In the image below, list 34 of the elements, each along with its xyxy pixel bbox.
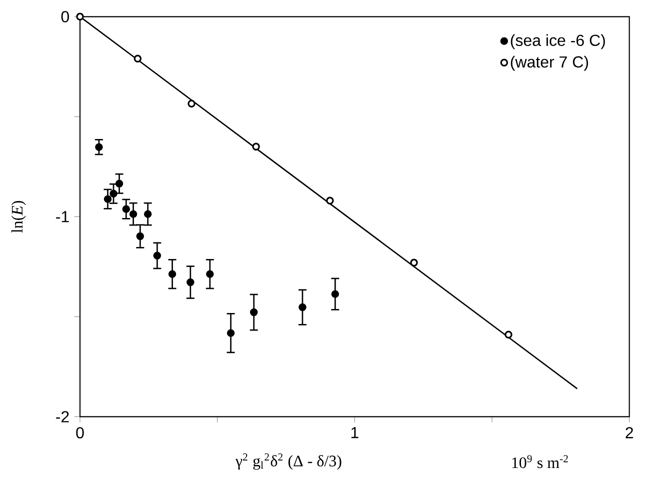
- y-tick-label: 0: [61, 11, 69, 22]
- point: [134, 54, 142, 63]
- legend-label: (water 7 C): [510, 56, 588, 71]
- x-tick-label: 1: [351, 427, 358, 438]
- point: [129, 210, 138, 218]
- point: [226, 329, 235, 338]
- point: [298, 304, 306, 312]
- point: [76, 12, 84, 21]
- point: [188, 100, 196, 108]
- point: [115, 180, 124, 188]
- point: [331, 290, 340, 298]
- point: [410, 258, 418, 267]
- point: [168, 270, 176, 278]
- legend-label: (sea ice -6 C): [510, 34, 605, 50]
- y-tick-label: -1: [56, 211, 69, 222]
- point: [110, 190, 118, 198]
- point: [104, 195, 112, 204]
- point: [186, 278, 194, 286]
- point: [206, 270, 214, 278]
- point: [504, 330, 512, 339]
- x-axis-title: γ$^{2}$ g$_{l}$$^{2}$δ$^{2}$ (Δ - δ/3): [235, 454, 342, 470]
- point: [153, 252, 162, 260]
- x-tick-label: 2: [626, 427, 633, 438]
- point: [95, 143, 103, 152]
- y-axis-title: ln(E): [11, 201, 26, 233]
- point: [144, 210, 152, 218]
- text: 10$^{9}$ s m$^{-2}$: [512, 455, 568, 468]
- point: [252, 142, 260, 151]
- x-tick-label: 0: [76, 427, 84, 439]
- point: [326, 196, 334, 205]
- point: [136, 232, 144, 240]
- point: [250, 308, 258, 316]
- y-tick-label: -2: [56, 411, 69, 422]
- point: [122, 205, 130, 214]
